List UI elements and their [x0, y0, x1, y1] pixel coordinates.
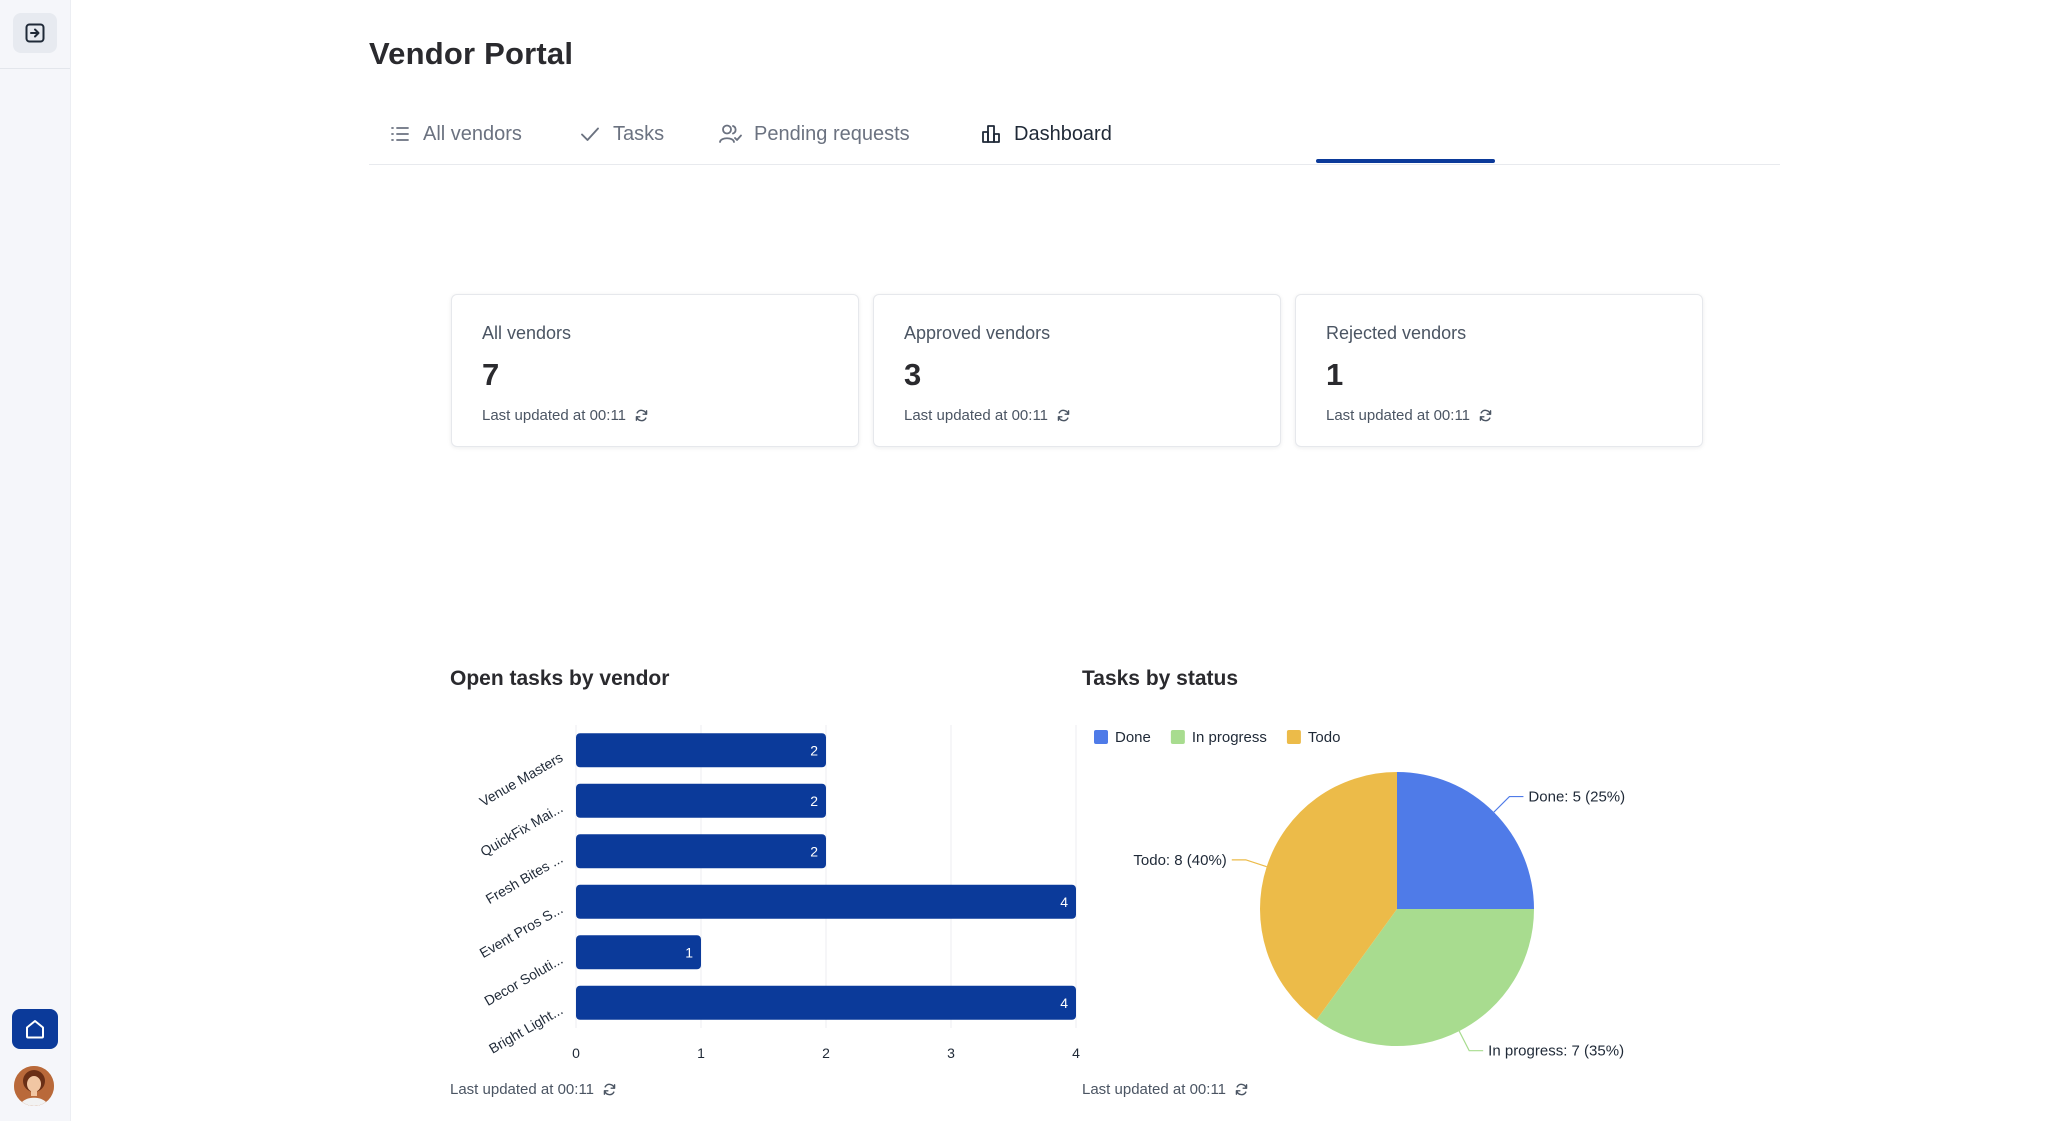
avatar-icon — [14, 1066, 54, 1106]
active-tab-indicator — [1316, 159, 1495, 163]
x-tick-label: 3 — [947, 1045, 955, 1061]
category-label: Fresh Bites ... — [483, 850, 566, 907]
bar[interactable] — [576, 783, 826, 818]
last-updated: Last updated at 00:11 — [904, 407, 1071, 424]
stat-label: Rejected vendors — [1326, 323, 1467, 343]
bar-chart-last-updated: Last updated at 00:11 — [450, 1081, 617, 1098]
bar[interactable] — [576, 884, 1076, 919]
category-label: Event Pros S... — [477, 900, 566, 961]
tab-pending-requests[interactable]: Pending requests — [718, 106, 910, 162]
category-label: Bright Light... — [486, 1001, 565, 1056]
category-label: Decor Soluti... — [481, 951, 565, 1009]
open-tasks-bar-chart: 0 1 2 3 4 2 Venue Masters 2 QuickFix Mai... 2 Fres… — [477, 725, 1080, 1061]
refresh-icon[interactable] — [1056, 408, 1071, 423]
stat-card-all-vendors: All vendors 7 Last updated at 00:11 — [451, 294, 859, 447]
list-icon — [391, 127, 409, 141]
pie-chart-last-updated: Last updated at 00:11 — [1082, 1081, 1249, 1098]
legend-swatch — [1286, 730, 1301, 744]
x-tick-label: 0 — [572, 1045, 580, 1061]
slice-label-leader — [1458, 1030, 1484, 1052]
bar[interactable] — [576, 985, 1076, 1020]
bar-chart-icon — [982, 125, 1000, 143]
tasks-by-status-pie-chart: Done In progress Todo Done: 5 (25%) In progr… — [1094, 729, 1625, 1060]
legend-label[interactable]: Todo — [1308, 729, 1341, 746]
x-tick-label: 2 — [822, 1045, 830, 1061]
users-icon — [719, 124, 742, 143]
refresh-icon[interactable] — [634, 408, 649, 423]
stat-card-approved-vendors: Approved vendors 3 Last updated at 00:11 — [873, 294, 1281, 447]
last-updated-text: Last updated at 00:11 — [482, 407, 627, 424]
bar-chart-title: Open tasks by vendor — [450, 667, 670, 690]
last-updated-text: Last updated at 00:11 — [1326, 407, 1471, 424]
refresh-icon[interactable] — [1234, 1082, 1249, 1097]
bar-value-label: 4 — [1060, 894, 1068, 910]
bar[interactable] — [576, 733, 826, 768]
tab-all-vendors[interactable]: All vendors — [389, 106, 522, 162]
slice-label: Todo: 8 (40%) — [1133, 852, 1226, 869]
pie-slice[interactable] — [1260, 772, 1397, 1020]
legend-swatch — [1170, 730, 1185, 744]
pie-slice[interactable] — [1316, 909, 1534, 1046]
category-label: QuickFix Mai... — [477, 799, 565, 859]
last-updated: Last updated at 00:11 — [1326, 407, 1493, 424]
category-label: Venue Masters — [477, 749, 566, 810]
last-updated-text: Last updated at 00:11 — [450, 1081, 595, 1098]
last-updated-text: Last updated at 00:11 — [1082, 1081, 1227, 1098]
page-title: Vendor Portal — [369, 36, 574, 71]
expand-sidebar-button[interactable] — [13, 13, 57, 53]
slice-label-leader — [1493, 795, 1524, 813]
stat-value: 1 — [1326, 357, 1344, 392]
tab-pending-requests-label: Pending requests — [754, 122, 910, 145]
slice-label: Done: 5 (25%) — [1528, 789, 1625, 806]
stat-value: 3 — [904, 357, 922, 392]
tab-tasks[interactable]: Tasks — [579, 106, 664, 162]
last-updated-text: Last updated at 00:11 — [904, 407, 1049, 424]
legend-label[interactable]: Done — [1115, 729, 1151, 746]
stat-label: All vendors — [482, 323, 572, 343]
tab-dashboard[interactable]: Dashboard — [980, 106, 1112, 162]
bar-value-label: 2 — [810, 793, 818, 809]
x-tick-label: 1 — [697, 1045, 705, 1061]
tab-bar: All vendors Tasks Pending requests Dashb… — [369, 106, 1780, 165]
refresh-icon[interactable] — [602, 1082, 617, 1097]
slice-label: In progress: 7 (35%) — [1488, 1043, 1624, 1060]
tab-dashboard-label: Dashboard — [1014, 122, 1112, 145]
stat-card-rejected-vendors: Rejected vendors 1 Last updated at 00:11 — [1295, 294, 1703, 447]
bar-value-label: 2 — [810, 742, 818, 758]
legend-swatch — [1094, 730, 1108, 744]
bar-value-label: 1 — [685, 944, 693, 960]
x-tick-label: 4 — [1072, 1045, 1080, 1061]
bar-value-label: 4 — [1060, 995, 1068, 1011]
check-icon — [581, 127, 599, 141]
pie-chart-title: Tasks by status — [1082, 667, 1239, 690]
stat-label: Approved vendors — [904, 323, 1051, 343]
sidebar-divider — [0, 68, 70, 69]
bar-value-label: 2 — [810, 843, 818, 859]
home-button[interactable] — [12, 1009, 58, 1049]
stat-value: 7 — [482, 357, 500, 392]
sidebar — [0, 0, 71, 1121]
last-updated: Last updated at 00:11 — [482, 407, 649, 424]
tab-tasks-label: Tasks — [613, 122, 665, 145]
pie-slice[interactable] — [1397, 772, 1534, 909]
tab-all-vendors-label: All vendors — [423, 122, 522, 145]
home-icon — [26, 1020, 44, 1039]
refresh-icon[interactable] — [1478, 408, 1493, 423]
legend-label[interactable]: In progress — [1192, 729, 1267, 746]
bar[interactable] — [576, 834, 826, 869]
slice-label-leader — [1231, 859, 1267, 868]
bar[interactable] — [576, 935, 701, 970]
expand-icon — [25, 23, 45, 43]
user-avatar[interactable] — [14, 1066, 54, 1106]
